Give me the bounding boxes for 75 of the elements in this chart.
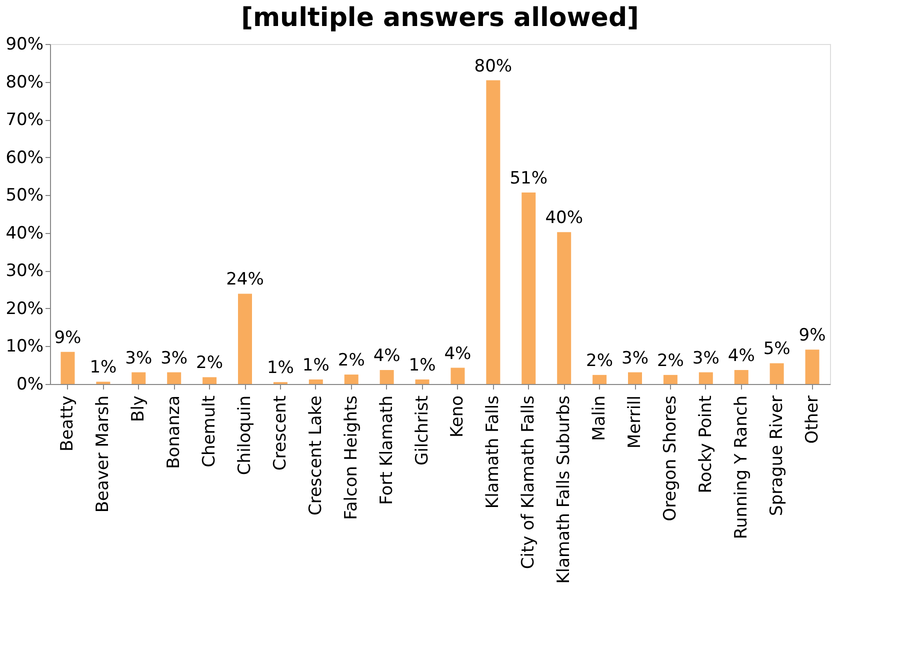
- data-label: 2%: [196, 353, 224, 374]
- x-tick-label: Crescent Lake: [306, 396, 326, 516]
- bar: [308, 379, 323, 384]
- bar: [167, 372, 182, 384]
- bar: [805, 350, 820, 384]
- y-tick-label: 20%: [6, 298, 44, 319]
- bar: [698, 372, 713, 384]
- data-label: 51%: [510, 168, 548, 188]
- data-label: 3%: [622, 348, 648, 368]
- x-tick-label: Klamath Falls: [483, 395, 504, 509]
- bar: [522, 192, 536, 384]
- data-label: 40%: [545, 208, 583, 228]
- bar: [380, 370, 394, 384]
- data-label: 1%: [302, 355, 330, 376]
- data-label: 80%: [474, 56, 512, 76]
- y-tick-label: 0%: [16, 374, 44, 394]
- bar: [592, 374, 607, 384]
- x-tick-label: Keno: [448, 396, 468, 438]
- data-label: 5%: [763, 339, 790, 360]
- data-label: 2%: [586, 350, 614, 371]
- data-label: 9%: [54, 328, 82, 348]
- x-tick-label: Malin: [590, 396, 610, 441]
- data-label: 3%: [125, 348, 152, 368]
- data-label: 2%: [656, 350, 684, 371]
- x-tick-label: Fort Klamath: [376, 396, 397, 505]
- x-tick-label: Beatty: [58, 396, 78, 452]
- bar: [734, 370, 748, 384]
- y-tick-label: 70%: [6, 110, 44, 130]
- y-tick-label: 30%: [6, 261, 44, 282]
- x-tick-label: Chiloquin: [235, 396, 255, 476]
- bar: [450, 368, 465, 384]
- bar: [238, 294, 252, 384]
- bar: [132, 372, 146, 384]
- bar: [344, 374, 358, 384]
- x-tick-label: Bonanza: [164, 396, 184, 469]
- bar: [557, 232, 572, 384]
- y-tick-label: 10%: [6, 336, 44, 357]
- data-label: 3%: [160, 348, 188, 368]
- y-tick-label: 60%: [6, 148, 44, 168]
- bar: [60, 352, 75, 384]
- x-tick-label: Sprague River: [766, 395, 787, 516]
- data-label: 1%: [90, 358, 117, 378]
- x-tick-label: Running Y Ranch: [731, 396, 752, 540]
- bar: [415, 379, 430, 384]
- y-tick-label: 80%: [6, 72, 44, 92]
- data-label: 2%: [338, 350, 365, 371]
- data-label: 4%: [373, 346, 400, 366]
- x-tick-label: Other: [802, 396, 822, 444]
- x-tick-label: Chemult: [200, 395, 220, 468]
- y-tick-label: 50%: [6, 186, 44, 206]
- x-tick-label: Beaver Marsh: [93, 396, 114, 513]
- data-label: 3%: [692, 348, 720, 368]
- data-label: 1%: [408, 355, 436, 376]
- data-label: 9%: [798, 326, 826, 346]
- chart-title: [multiple answers allowed]: [241, 3, 639, 33]
- data-label: 4%: [444, 344, 472, 364]
- x-tick-label: Merrill: [625, 396, 645, 448]
- y-tick-label: 40%: [6, 223, 44, 244]
- data-label: 4%: [728, 346, 755, 366]
- x-tick-label: City of Klamath Falls: [518, 395, 539, 570]
- data-label: 24%: [226, 270, 264, 290]
- x-tick-label: Gilchrist: [412, 395, 432, 466]
- bar: [663, 374, 678, 384]
- x-tick-label: Falcon Heights: [341, 395, 362, 520]
- bar: [202, 377, 217, 384]
- y-tick-label: 90%: [6, 34, 44, 54]
- x-tick-label: Rocky Point: [696, 395, 716, 494]
- bar: [486, 80, 500, 384]
- x-tick-label: Crescent: [270, 395, 290, 471]
- x-tick-label: Oregon Shores: [660, 395, 680, 522]
- bar: [770, 363, 784, 384]
- bar: [628, 372, 642, 384]
- data-label: 1%: [266, 358, 294, 378]
- x-tick-label: Bly: [128, 396, 149, 422]
- x-tick-label: Klamath Falls Suburbs: [554, 395, 574, 584]
